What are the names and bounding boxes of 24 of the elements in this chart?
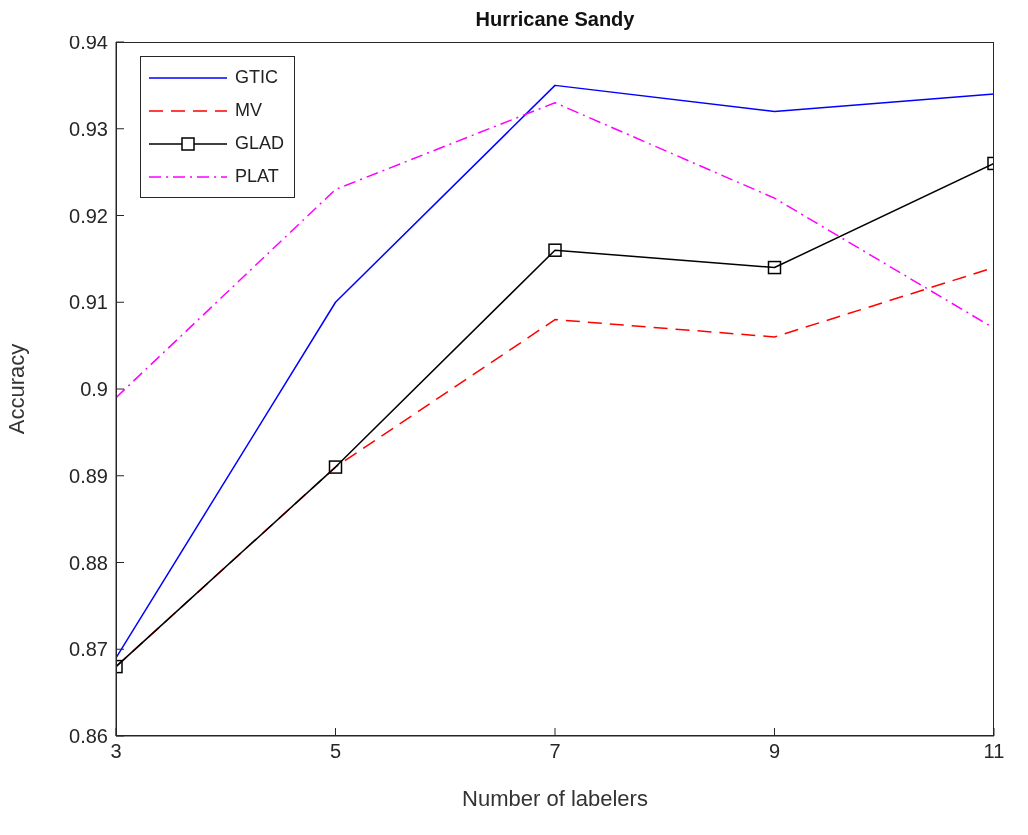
y-axis-title: Accuracy bbox=[3, 343, 29, 435]
x-tick-label: 11 bbox=[983, 740, 1005, 763]
y-tick-label: 0.87 bbox=[69, 638, 108, 661]
x-tick-label: 7 bbox=[549, 740, 561, 763]
legend-label: GLAD bbox=[235, 133, 285, 154]
point bbox=[767, 260, 782, 275]
point bbox=[328, 460, 343, 474]
y-tick-label: 0.88 bbox=[69, 551, 108, 574]
y-tick-label: 0.89 bbox=[69, 464, 108, 487]
point bbox=[548, 243, 562, 257]
legend-label: GTIC bbox=[235, 67, 278, 88]
y-tick-label: 0.94 bbox=[69, 31, 108, 54]
y-tick-label: 0.93 bbox=[69, 117, 108, 140]
legend-label: PLAT bbox=[235, 166, 279, 187]
x-axis-title: Number of labelers bbox=[462, 786, 648, 811]
legend-label: MV bbox=[235, 100, 262, 121]
y-tick-label: 0.86 bbox=[69, 725, 108, 748]
y-tick-label: 0.9 bbox=[80, 378, 108, 401]
chart-title: Hurricane Sandy bbox=[474, 8, 636, 31]
x-tick-label: 9 bbox=[768, 740, 781, 763]
y-tick-label: 0.92 bbox=[69, 204, 108, 227]
y-tick-label: 0.91 bbox=[69, 291, 108, 314]
x-tick-label: 3 bbox=[110, 740, 122, 763]
x-tick-label: 5 bbox=[329, 740, 342, 763]
